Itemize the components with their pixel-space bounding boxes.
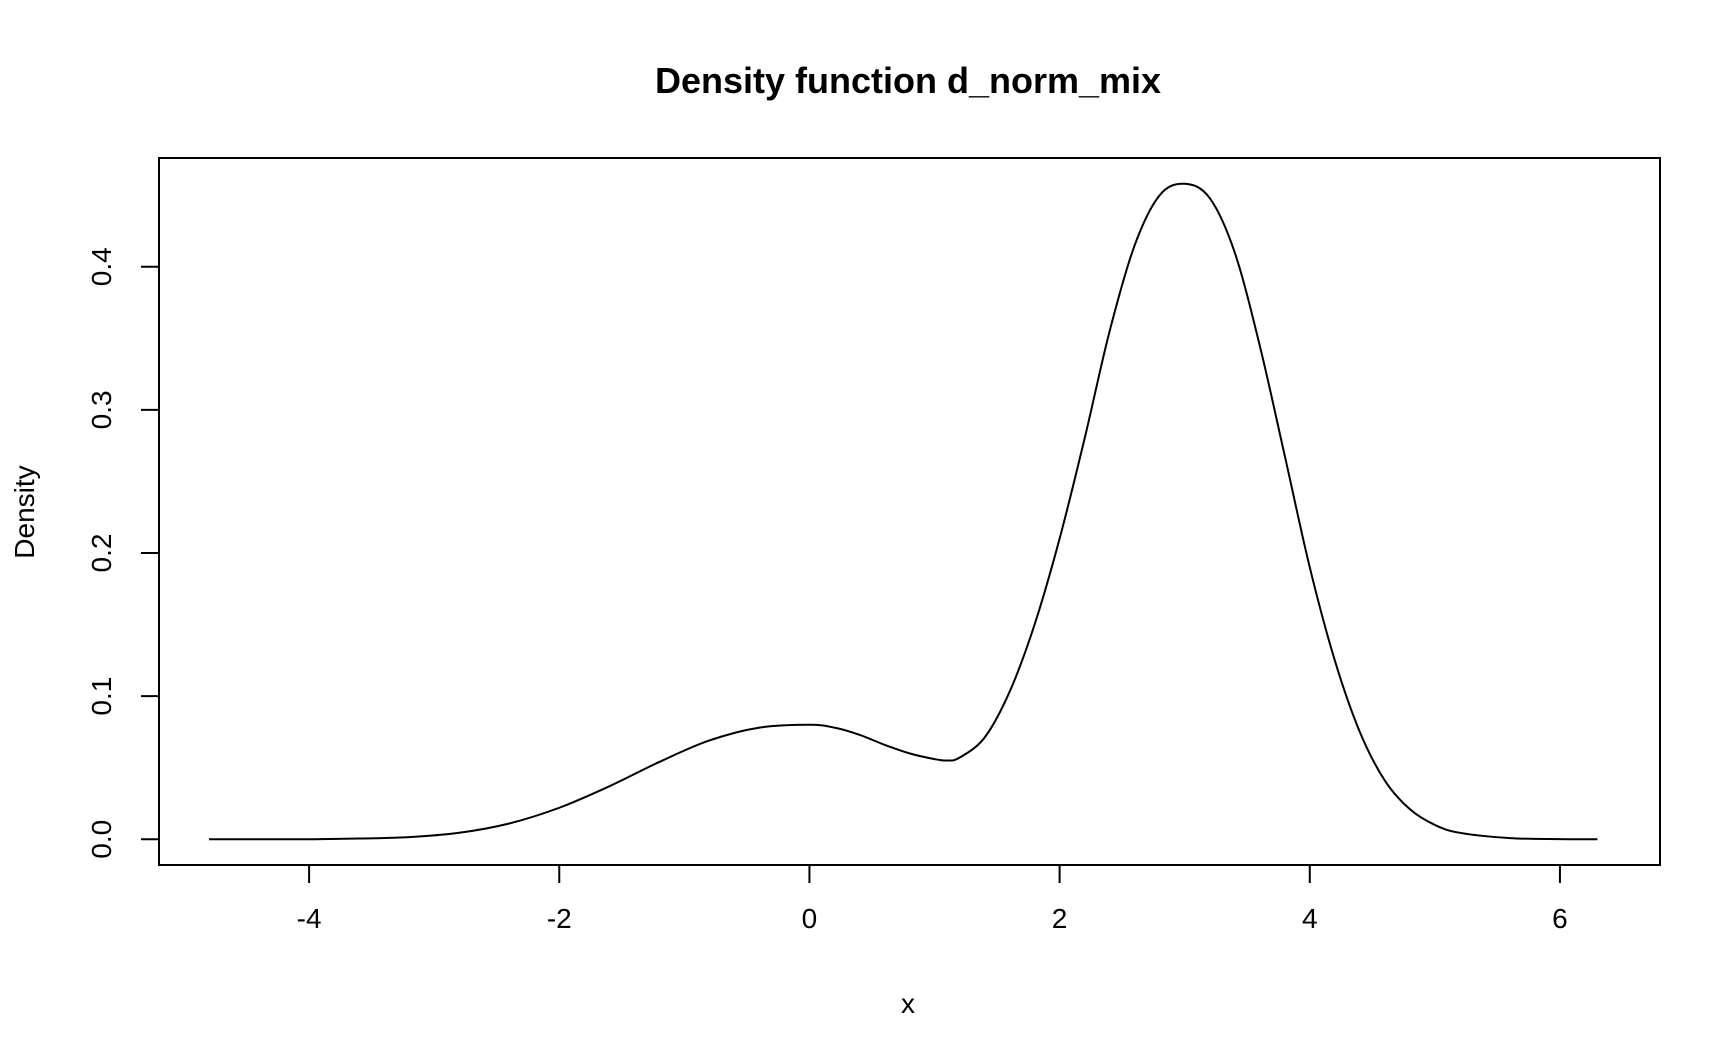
x-tick-label: 6	[1552, 903, 1568, 934]
x-tick-label: -4	[297, 903, 322, 934]
y-tick-label: 0.1	[86, 677, 117, 716]
density-curve	[209, 182, 1598, 841]
y-axis-title: Density	[9, 465, 40, 558]
y-tick-label: 0.2	[86, 534, 117, 573]
y-tick-label: 0.3	[86, 390, 117, 429]
x-tick-label: 4	[1302, 903, 1318, 934]
x-axis-title: x	[901, 988, 915, 1019]
x-tick-label: 2	[1052, 903, 1068, 934]
y-tick-label: 0.0	[86, 820, 117, 859]
x-axis: -4 -2 0 2 4 6	[297, 864, 1568, 934]
y-axis: 0.0 0.1 0.2 0.3 0.4	[86, 247, 160, 859]
x-tick-label: -2	[547, 903, 572, 934]
chart-title: Density function d_norm_mix	[655, 60, 1161, 101]
x-tick-label: 0	[802, 903, 818, 934]
y-tick-label: 0.4	[86, 247, 117, 286]
plot-frame	[158, 157, 1661, 866]
